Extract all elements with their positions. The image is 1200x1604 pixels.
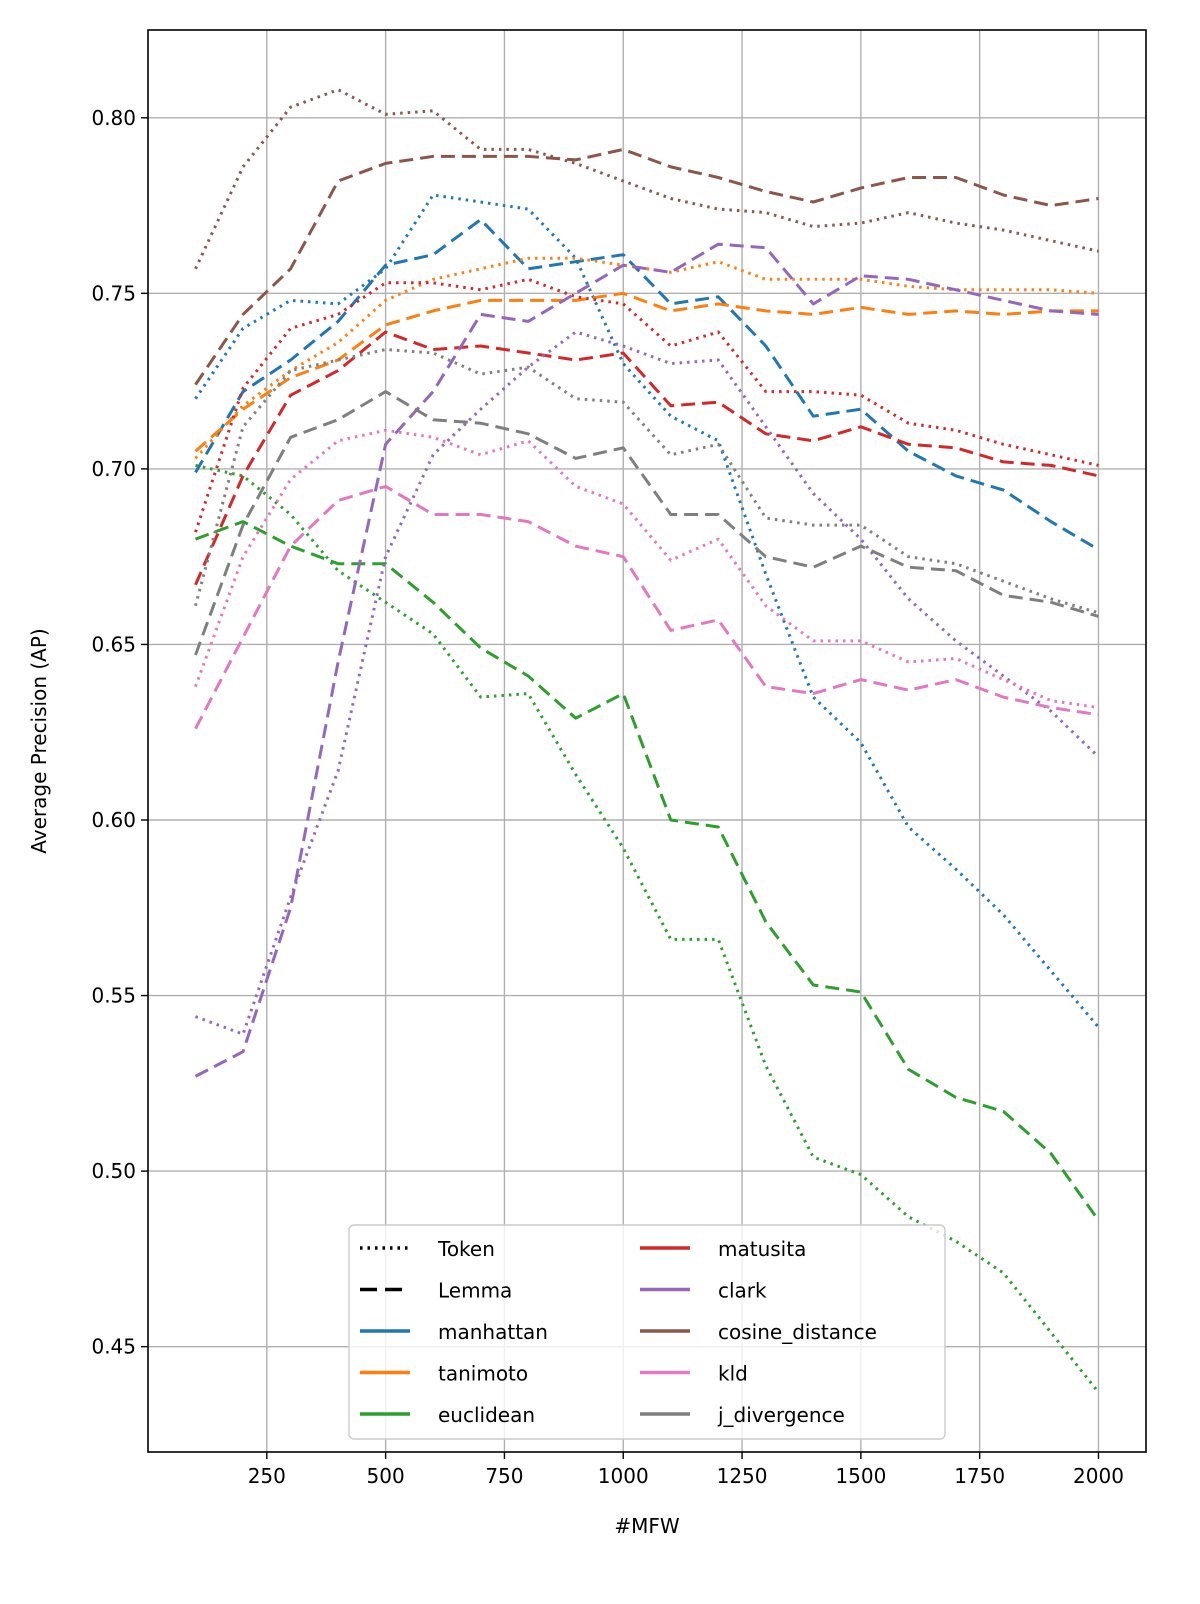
y-tick-label: 0.60 <box>91 808 136 832</box>
legend-label: manhattan <box>438 1320 548 1344</box>
plot-frame <box>147 29 1147 1453</box>
legend-label: tanimoto <box>438 1362 528 1386</box>
series-j_divergence-lemma <box>194 390 1099 656</box>
legend-label: euclidean <box>438 1403 535 1427</box>
series-tanimoto-token <box>194 256 1099 460</box>
x-tick-label: 750 <box>485 1464 523 1488</box>
legend-label: matusita <box>718 1237 806 1261</box>
axis-ticks: 250 500 750 1000 1250 1500 1750 2000 0.45 0.50 0.5… <box>91 106 1123 1488</box>
grid <box>148 30 1146 1452</box>
x-axis-title: #MFW <box>614 1514 680 1538</box>
legend: Token Lemma manhattan tanimoto euclidean matu… <box>348 1224 946 1440</box>
series-manhattan-lemma <box>194 218 1100 551</box>
x-tick-label: 250 <box>248 1464 286 1488</box>
x-tick-label: 2000 <box>1073 1464 1124 1488</box>
legend-label: Lemma <box>438 1279 512 1303</box>
y-axis-title: Average Precision (AP) <box>27 628 51 853</box>
x-tick-label: 500 <box>367 1464 405 1488</box>
legend-label: Token <box>437 1237 495 1261</box>
series-cosine_distance-token <box>194 88 1099 270</box>
series-clark-token <box>194 330 1100 1036</box>
y-tick-label: 0.50 <box>91 1159 136 1183</box>
series-j_divergence-token <box>194 348 1099 615</box>
series-kld-lemma <box>194 484 1099 730</box>
legend-label: j_divergence <box>717 1403 845 1427</box>
series-matusita-lemma <box>194 330 1099 586</box>
y-tick-label: 0.70 <box>91 457 136 481</box>
legend-label: cosine_distance <box>718 1320 877 1344</box>
legend-label: kld <box>718 1362 748 1386</box>
legend-label: clark <box>718 1279 767 1303</box>
series-tanimoto-lemma <box>194 291 1099 453</box>
y-tick-label: 0.45 <box>91 1335 136 1359</box>
series-clark-lemma <box>194 242 1099 1078</box>
y-tick-label: 0.65 <box>91 632 136 656</box>
series-lines <box>194 88 1100 1394</box>
series-cosine_distance-lemma <box>194 147 1099 386</box>
series-matusita-token <box>194 277 1099 533</box>
x-tick-label: 1750 <box>954 1464 1005 1488</box>
x-tick-label: 1250 <box>717 1464 768 1488</box>
y-tick-label: 0.55 <box>91 984 136 1008</box>
series-manhattan-token <box>194 193 1100 1029</box>
x-tick-label: 1000 <box>598 1464 649 1488</box>
series-kld-token <box>194 428 1099 710</box>
y-tick-label: 0.75 <box>91 281 136 305</box>
x-tick-label: 1500 <box>835 1464 886 1488</box>
series-euclidean-lemma <box>194 520 1100 1222</box>
y-tick-label: 0.80 <box>91 106 136 130</box>
